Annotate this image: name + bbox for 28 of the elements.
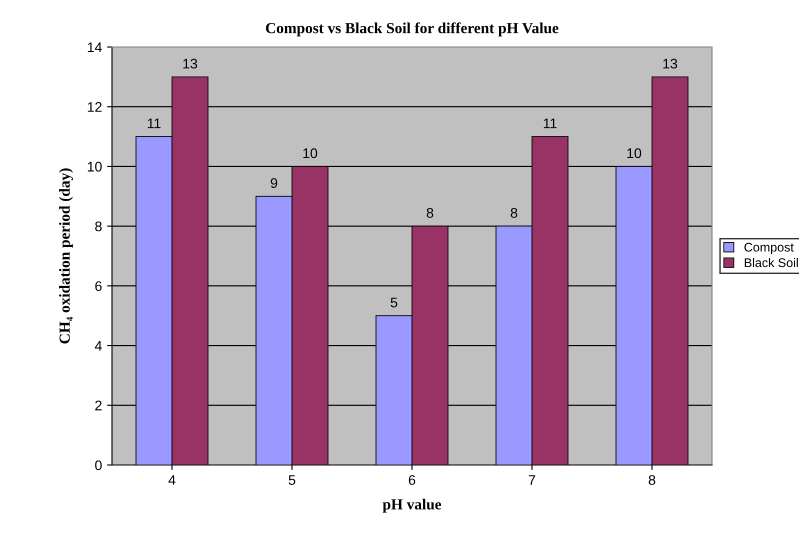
data-label: 10 — [627, 148, 642, 158]
legend-label: Black Soil — [744, 258, 798, 268]
data-label: 11 — [544, 118, 557, 128]
y-tick-label: 14 — [88, 42, 102, 52]
data-label: 9 — [270, 178, 278, 188]
chart-title: Compost vs Black Soil for different pH Value — [266, 22, 558, 36]
x-axis-title: pH value — [382, 498, 442, 513]
y-axis-title: CH₄ oxidation period (day) — [59, 168, 73, 344]
x-tick-label: 4 — [168, 475, 176, 485]
data-label: 5 — [390, 298, 398, 308]
data-label: 13 — [183, 58, 198, 69]
y-tick-label: 4 — [94, 341, 102, 351]
data-label: 8 — [510, 208, 518, 218]
x-tick-label: 5 — [288, 475, 296, 485]
data-label: 8 — [426, 208, 434, 218]
y-tick-label: 8 — [95, 221, 102, 232]
x-tick-label: 7 — [528, 475, 536, 485]
y-tick-label: 6 — [95, 281, 102, 292]
y-tick-label: 2 — [95, 400, 102, 410]
y-tick-label: 0 — [95, 460, 102, 470]
x-tick-label: 6 — [408, 475, 416, 485]
data-label: 10 — [303, 148, 318, 158]
y-tick-label: 12 — [88, 102, 102, 112]
y-tick-label: 10 — [88, 162, 102, 172]
x-tick-label: 8 — [648, 475, 656, 485]
data-label: 13 — [663, 58, 678, 69]
legend-label: Compost — [744, 242, 794, 254]
data-label: 11 — [148, 118, 161, 128]
